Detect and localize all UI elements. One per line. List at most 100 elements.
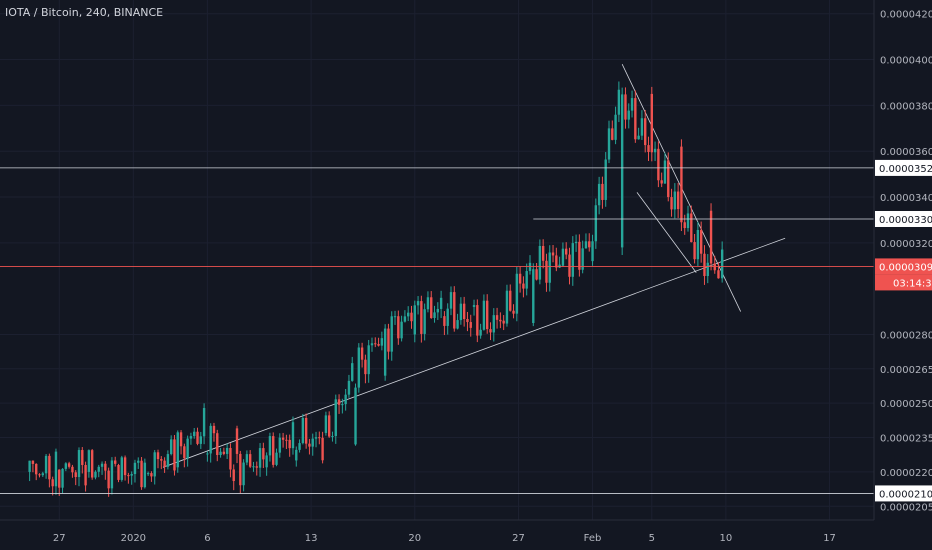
price-level-tag-label: 0.00003097 xyxy=(879,262,932,273)
time-tick-label: 20 xyxy=(408,533,421,544)
candle-body xyxy=(331,436,334,438)
candle-body xyxy=(423,309,426,334)
candle-body xyxy=(466,318,469,323)
candle-body xyxy=(67,463,71,467)
candle-body xyxy=(114,460,117,464)
candle-body xyxy=(163,460,166,467)
candle-body xyxy=(443,316,446,326)
candle-body xyxy=(324,415,328,433)
candle-body xyxy=(617,89,621,115)
candle-body xyxy=(81,450,84,465)
candle-body xyxy=(370,343,374,346)
time-axis-ticks: 27 2020 6 13 20 27 Feb 5 10 17 xyxy=(53,533,836,544)
candle-body xyxy=(699,229,703,254)
candle-body xyxy=(38,474,41,476)
candle-body xyxy=(61,468,64,488)
candle-body xyxy=(137,460,140,463)
candle-body xyxy=(717,270,720,279)
candle-body xyxy=(143,462,147,488)
candle-body xyxy=(318,437,321,439)
candle-body xyxy=(489,329,492,333)
candle-body xyxy=(528,262,532,272)
candle-body xyxy=(403,316,407,322)
candle-body xyxy=(709,210,713,264)
candle-body xyxy=(495,315,499,320)
candle-body xyxy=(314,437,318,439)
horizontal-price-lines xyxy=(0,167,874,494)
candle-body xyxy=(568,254,571,277)
candle-body xyxy=(130,474,133,476)
candle-body xyxy=(430,297,433,318)
time-tick-label: 10 xyxy=(719,533,732,544)
chart-title: IOTA / Bitcoin, 240, BINANCE xyxy=(5,6,163,19)
candle-body xyxy=(663,160,667,184)
candle-body xyxy=(706,262,709,277)
price-level-tag-label: 0.00003304 xyxy=(879,215,932,226)
candle-body xyxy=(614,114,617,140)
time-tick-label: 27 xyxy=(53,533,66,544)
candle-body xyxy=(446,308,449,326)
candle-body xyxy=(393,316,397,318)
candle-body xyxy=(334,399,337,437)
price-level-tag-label: 0.00003527 xyxy=(879,164,932,175)
candle-body xyxy=(248,454,252,467)
candle-body xyxy=(482,300,486,330)
candle-body xyxy=(380,338,384,346)
candle-body xyxy=(588,241,591,248)
candle-body xyxy=(653,148,657,153)
candle-body xyxy=(486,300,489,330)
candle-body xyxy=(667,160,670,198)
candle-body xyxy=(94,471,97,478)
candle-body xyxy=(505,290,509,324)
candle-body xyxy=(499,319,502,322)
candle-body xyxy=(555,255,558,268)
candle-body xyxy=(406,312,410,317)
candle-body xyxy=(179,432,183,447)
candle-body xyxy=(541,245,545,261)
price-level-tag-label: 0.00002106 xyxy=(879,489,932,500)
candle-body xyxy=(117,465,120,480)
candle-body xyxy=(301,417,305,444)
candle-body xyxy=(515,273,519,314)
candle-body xyxy=(272,436,275,465)
candle-body xyxy=(650,93,653,153)
candle-body xyxy=(169,439,173,455)
candle-body xyxy=(578,241,581,270)
candle-body xyxy=(462,303,466,319)
candle-body xyxy=(278,437,282,453)
candle-body xyxy=(670,197,673,210)
candle-body xyxy=(28,460,31,472)
candle-body xyxy=(574,241,578,244)
candle-body xyxy=(400,321,403,339)
candle-body xyxy=(565,248,568,255)
candle-body xyxy=(206,453,209,455)
candle-body xyxy=(634,98,637,140)
candle-body xyxy=(54,451,58,487)
candle-body xyxy=(127,475,130,477)
candle-body xyxy=(268,436,272,456)
candle-body xyxy=(680,146,683,223)
candle-body xyxy=(720,249,724,279)
candle-body xyxy=(150,473,153,477)
last-price-tag xyxy=(875,258,932,275)
candle-body xyxy=(222,451,226,454)
time-axis-background[interactable] xyxy=(0,520,874,550)
candle-body xyxy=(285,439,288,441)
candle-body xyxy=(449,292,453,309)
candle-body xyxy=(97,466,100,472)
candle-body xyxy=(288,439,291,449)
countdown-tag xyxy=(875,274,932,291)
time-tick-label: 27 xyxy=(512,533,525,544)
candle-body xyxy=(176,432,179,468)
candle-body xyxy=(212,425,216,434)
candle-body xyxy=(607,128,611,160)
candle-body xyxy=(472,305,476,307)
candle-body xyxy=(676,191,680,210)
candle-body xyxy=(390,316,393,352)
candle-body xyxy=(476,305,479,336)
candle-body xyxy=(713,263,716,271)
